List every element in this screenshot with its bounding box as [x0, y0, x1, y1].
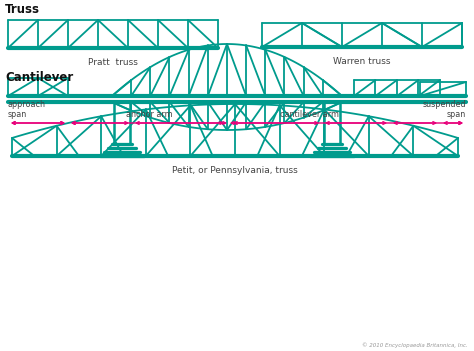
Text: Pratt  truss: Pratt truss: [88, 58, 138, 67]
Text: anchor arm: anchor arm: [126, 110, 173, 119]
Text: approach
span: approach span: [8, 100, 46, 119]
Text: © 2010 Encyclopaedia Britannica, Inc.: © 2010 Encyclopaedia Britannica, Inc.: [362, 342, 468, 348]
Text: Cantilever: Cantilever: [5, 71, 73, 84]
Text: Petit, or Pennsylvania, truss: Petit, or Pennsylvania, truss: [172, 166, 298, 175]
Text: suspended
span: suspended span: [422, 100, 466, 119]
Text: Warren truss: Warren truss: [333, 57, 391, 66]
Text: cantilever arm: cantilever arm: [281, 110, 339, 119]
Text: Truss: Truss: [5, 3, 40, 16]
